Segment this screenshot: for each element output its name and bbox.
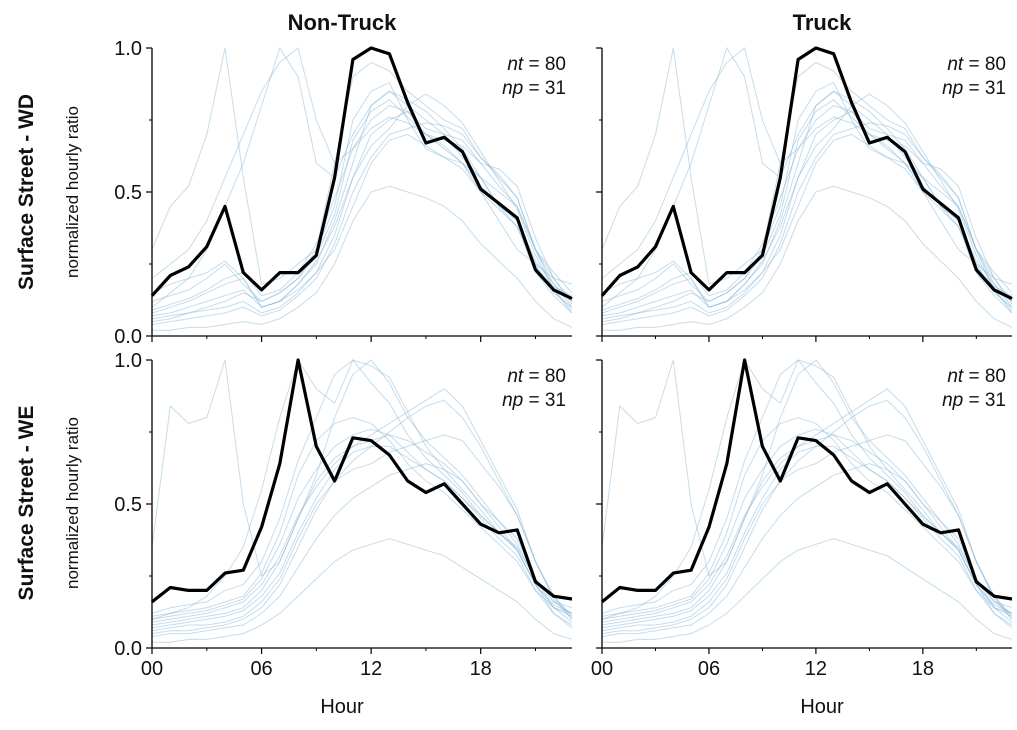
- background-line: [152, 538, 572, 643]
- background-line: [602, 133, 1012, 308]
- x-tick-label: 06: [250, 658, 272, 680]
- annotation-nt: nt = 80: [507, 366, 566, 387]
- annotation-nt-value: = 80: [523, 54, 566, 75]
- x-tick-label: 00: [591, 658, 613, 680]
- background-line: [602, 417, 1012, 617]
- background-line: [602, 93, 1012, 317]
- y-axis-label-bottom: normalized hourly ratio: [63, 417, 82, 589]
- annotation-nt: nt = 80: [947, 54, 1006, 75]
- background-line: [602, 445, 1012, 629]
- background-line: [152, 122, 572, 325]
- annotation-np: np = 31: [502, 390, 566, 411]
- background-line: [152, 47, 572, 294]
- x-axis-label-left: Hour: [320, 696, 364, 718]
- annotation-np-label: np: [502, 390, 523, 411]
- annotation-np-value: = 31: [523, 78, 566, 99]
- background-line: [602, 47, 1012, 285]
- y-tick-label: 1.0: [114, 38, 142, 60]
- background-line: [602, 185, 1012, 331]
- background-line: [152, 434, 572, 632]
- background-line: [152, 359, 572, 609]
- background-line: [602, 122, 1012, 325]
- x-axis-label-right: Hour: [800, 696, 844, 718]
- annotation-nt: nt = 80: [507, 54, 566, 75]
- x-tick-label: 18: [470, 658, 492, 680]
- background-line: [152, 359, 572, 614]
- annotation-np-label: np: [502, 78, 523, 99]
- background-line: [152, 116, 572, 311]
- background-line: [602, 359, 1012, 614]
- annotation-np: np = 31: [502, 78, 566, 99]
- background-lines: [152, 358, 572, 643]
- y-tick-label: 0.5: [114, 494, 142, 516]
- background-lines: [602, 46, 1012, 331]
- annotation-np-value: = 31: [963, 390, 1006, 411]
- background-line: [152, 358, 572, 620]
- highlight-line: [150, 46, 573, 301]
- background-line: [152, 185, 572, 331]
- y-tick-label: 0.0: [114, 326, 142, 348]
- annotation-np-label: np: [942, 390, 963, 411]
- background-line: [602, 47, 1012, 294]
- background-line: [152, 417, 572, 617]
- annotation-np: np = 31: [942, 390, 1006, 411]
- background-line: [602, 538, 1012, 643]
- annotation-np-label: np: [942, 78, 963, 99]
- x-tick-label: 18: [912, 658, 934, 680]
- annotation-nt-label: nt: [507, 366, 524, 387]
- y-axis-label-top: normalized hourly ratio: [63, 106, 82, 278]
- background-line: [152, 47, 572, 285]
- column-title-truck: Truck: [793, 10, 852, 35]
- background-line: [602, 428, 1012, 620]
- background-line: [152, 399, 572, 635]
- background-line: [602, 359, 1012, 609]
- background-line: [602, 81, 1012, 323]
- background-line: [152, 428, 572, 620]
- annotation-nt-value: = 80: [523, 366, 566, 387]
- annotation-nt-label: nt: [947, 54, 964, 75]
- background-line: [152, 445, 572, 629]
- annotation-nt: nt = 80: [947, 366, 1006, 387]
- annotation-nt-value: = 80: [963, 54, 1006, 75]
- x-tick-label: 00: [141, 658, 163, 680]
- annotation-np-value: = 31: [523, 390, 566, 411]
- annotation-np: np = 31: [942, 78, 1006, 99]
- background-line: [152, 434, 572, 626]
- highlight-line: [151, 358, 573, 604]
- x-tick-label: 12: [360, 658, 382, 680]
- annotation-nt-label: nt: [507, 54, 524, 75]
- y-tick-label: 0.5: [114, 182, 142, 204]
- x-tick-label: 12: [805, 658, 827, 680]
- background-line: [602, 399, 1012, 635]
- row-label-weekday: Surface Street - WD: [15, 94, 38, 290]
- y-tick-label: 0.0: [114, 638, 142, 660]
- background-line: [602, 110, 1012, 320]
- background-line: [152, 110, 572, 320]
- background-line: [152, 81, 572, 323]
- background-line: [152, 93, 572, 317]
- highlight-line: [600, 358, 1013, 604]
- annotation-nt-value: = 80: [963, 366, 1006, 387]
- column-title-non-truck: Non-Truck: [288, 10, 398, 35]
- x-tick-label: 06: [698, 658, 720, 680]
- background-line: [152, 90, 572, 314]
- annotation-nt-label: nt: [947, 366, 964, 387]
- y-tick-label: 1.0: [114, 350, 142, 372]
- annotation-np-value: = 31: [963, 78, 1006, 99]
- row-label-weekend: Surface Street - WE: [15, 406, 38, 601]
- background-line: [152, 133, 572, 308]
- background-line: [602, 434, 1012, 632]
- background-line: [602, 90, 1012, 314]
- background-line: [602, 358, 1012, 620]
- background-line: [602, 434, 1012, 626]
- highlight-line: [600, 46, 1013, 301]
- background-line: [602, 116, 1012, 311]
